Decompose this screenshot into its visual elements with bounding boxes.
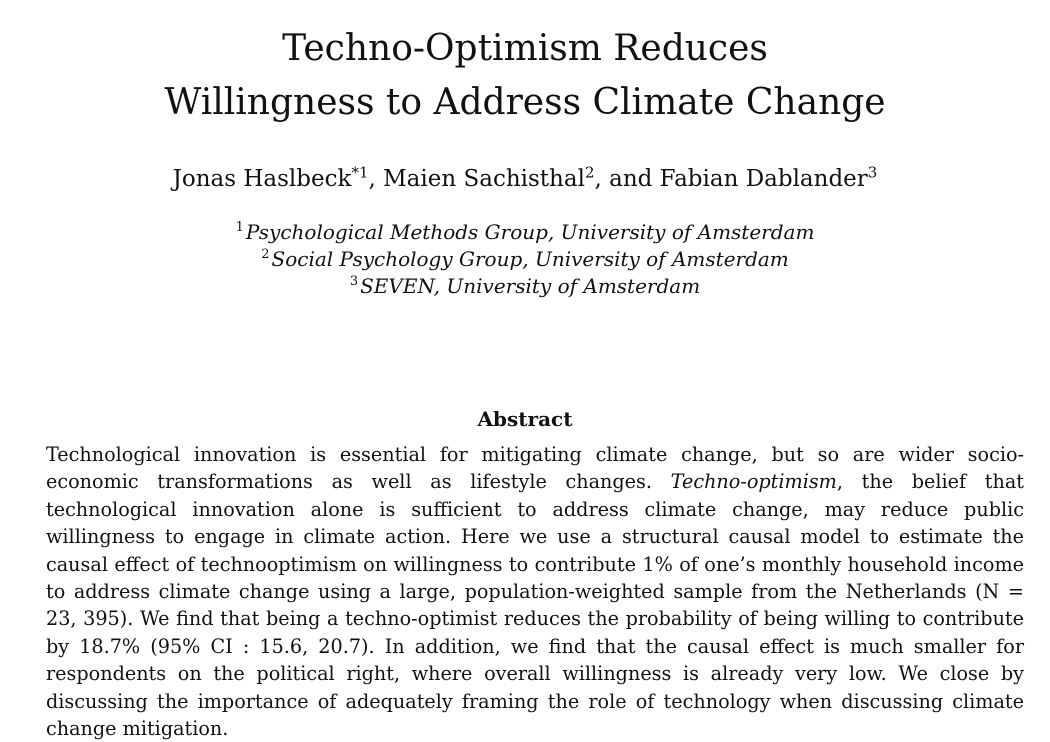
abstract-text: , the belief that technological inno­vat… — [46, 470, 1024, 741]
author-marker: 3 — [867, 163, 878, 182]
author-marker: 2 — [584, 163, 595, 182]
affiliation-text: Social Psychology Group, University of A… — [271, 247, 789, 271]
author-separator: , — [368, 166, 384, 192]
affiliation-list: 1 Psychological Methods Group, University… — [0, 219, 1050, 300]
author-marker: *1 — [351, 163, 369, 182]
abstract-text: Technological innovation is essential fo… — [46, 443, 1024, 494]
author-name: Maien Sachisthal — [383, 166, 585, 192]
affiliation-item: 3 SEVEN, University of Amsterdam — [0, 273, 1050, 300]
author-name: Fabian Dablander — [659, 166, 868, 192]
affiliation-text: Psychological Methods Group, University … — [245, 220, 815, 244]
affiliation-item: 2 Social Psychology Group, University of … — [0, 246, 1050, 273]
affiliation-text: SEVEN, University of Amsterdam — [360, 274, 701, 298]
abstract-body: Technological innovation is essential fo… — [46, 441, 1024, 742]
abstract-emphasis: Techno-optimism — [670, 470, 837, 494]
affiliation-item: 1 Psychological Methods Group, University… — [0, 219, 1050, 246]
affiliation-marker: 1 — [235, 220, 244, 236]
author-separator: , and — [594, 166, 660, 192]
abstract-heading: Abstract — [477, 407, 573, 431]
affiliation-marker: 3 — [349, 274, 359, 290]
title-line-1: Techno-Optimism Reduces — [282, 28, 768, 69]
affiliation-marker: 2 — [261, 247, 270, 263]
author-name: Jonas Haslbeck — [172, 166, 352, 192]
title-line-2: Willingness to Address Climate Change — [164, 82, 886, 123]
paper-title: Techno-Optimism Reduces Willingness to A… — [0, 22, 1050, 130]
author-list: Jonas Haslbeck*1, Maien Sachisthal2, and… — [0, 162, 1050, 196]
